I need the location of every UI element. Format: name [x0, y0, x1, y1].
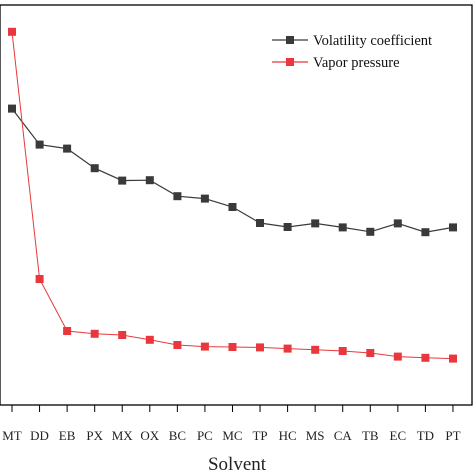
series-layer — [8, 27, 457, 363]
series-vapor-pressure — [8, 27, 457, 363]
data-point-vapor-pressure-ox — [145, 335, 154, 344]
data-point-vapor-pressure-ec — [393, 352, 402, 361]
data-point-volatility-coefficient-mx — [118, 176, 127, 185]
data-point-vapor-pressure-pc — [200, 342, 209, 351]
x-axis-title: Solvent — [208, 454, 267, 474]
x-tick-label-hc: HC — [279, 428, 297, 443]
x-axis-tick-labels: MT DD EB PX MX OX BC PC MC TP HC MS CA TB EC TD PT — [2, 428, 460, 443]
data-point-volatility-coefficient-ms — [311, 219, 320, 228]
x-tick-label-mx: MX — [112, 428, 134, 443]
data-point-volatility-coefficient-dd — [35, 140, 44, 149]
data-point-volatility-coefficient-bc — [173, 192, 182, 201]
data-point-volatility-coefficient-ec — [393, 219, 402, 228]
legend-label-vapor: Vapor pressure — [313, 55, 400, 71]
data-point-vapor-pressure-ca — [338, 347, 347, 355]
x-tick-label-pt: PT — [445, 428, 460, 443]
series-volatility-coefficient — [8, 104, 457, 237]
x-tick-label-pc: PC — [197, 428, 213, 443]
x-tick-label-ec: EC — [390, 428, 407, 443]
data-point-volatility-coefficient-eb — [63, 144, 72, 153]
x-tick-label-dd: DD — [30, 428, 49, 443]
data-point-volatility-coefficient-pt — [449, 223, 457, 232]
data-point-vapor-pressure-dd — [35, 275, 44, 283]
data-point-vapor-pressure-px — [90, 329, 99, 338]
data-point-volatility-coefficient-ox — [145, 176, 154, 185]
data-point-volatility-coefficient-px — [90, 164, 99, 173]
data-point-vapor-pressure-pt — [449, 354, 457, 363]
data-point-vapor-pressure-bc — [173, 341, 182, 349]
data-point-vapor-pressure-tp — [256, 343, 264, 352]
x-tick-label-ca: CA — [334, 428, 353, 443]
data-point-volatility-coefficient-tb — [366, 227, 375, 236]
data-point-vapor-pressure-ms — [311, 345, 320, 354]
data-point-vapor-pressure-tb — [366, 349, 375, 357]
data-point-vapor-pressure-mc — [228, 343, 237, 351]
legend-label-volatility: Volatility coefficient — [313, 33, 432, 49]
data-point-vapor-pressure-td — [421, 353, 430, 362]
legend: Volatility coefficient Vapor pressure — [272, 33, 432, 71]
data-point-vapor-pressure-mx — [118, 331, 127, 339]
data-point-volatility-coefficient-hc — [283, 223, 292, 231]
x-tick-label-tb: TB — [362, 428, 379, 443]
series-line-volatility-coefficient — [11, 108, 454, 233]
data-point-volatility-coefficient-mt — [8, 104, 16, 113]
x-tick-label-mt: MT — [2, 428, 22, 443]
series-line-vapor-pressure — [11, 31, 454, 360]
x-tick-label-td: TD — [417, 428, 434, 443]
data-point-volatility-coefficient-td — [421, 228, 430, 237]
legend-marker-volatility — [286, 36, 294, 44]
x-axis-ticks — [11, 405, 454, 412]
plot-frame — [0, 4, 473, 406]
data-point-vapor-pressure-eb — [63, 327, 72, 335]
x-tick-label-bc: BC — [169, 428, 186, 443]
x-tick-label-mc: MC — [222, 428, 242, 443]
data-point-vapor-pressure-mt — [8, 27, 16, 36]
x-tick-label-eb: EB — [59, 428, 76, 443]
x-tick-label-ms: MS — [306, 428, 325, 443]
data-point-volatility-coefficient-tp — [256, 219, 264, 227]
data-point-vapor-pressure-hc — [283, 344, 292, 353]
legend-marker-vapor — [286, 58, 294, 66]
x-tick-label-tp: TP — [252, 428, 267, 443]
data-point-volatility-coefficient-ca — [338, 223, 347, 232]
x-tick-label-ox: OX — [140, 428, 159, 443]
x-tick-label-px: PX — [86, 428, 103, 443]
data-point-volatility-coefficient-pc — [200, 194, 209, 203]
data-point-volatility-coefficient-mc — [228, 203, 237, 211]
